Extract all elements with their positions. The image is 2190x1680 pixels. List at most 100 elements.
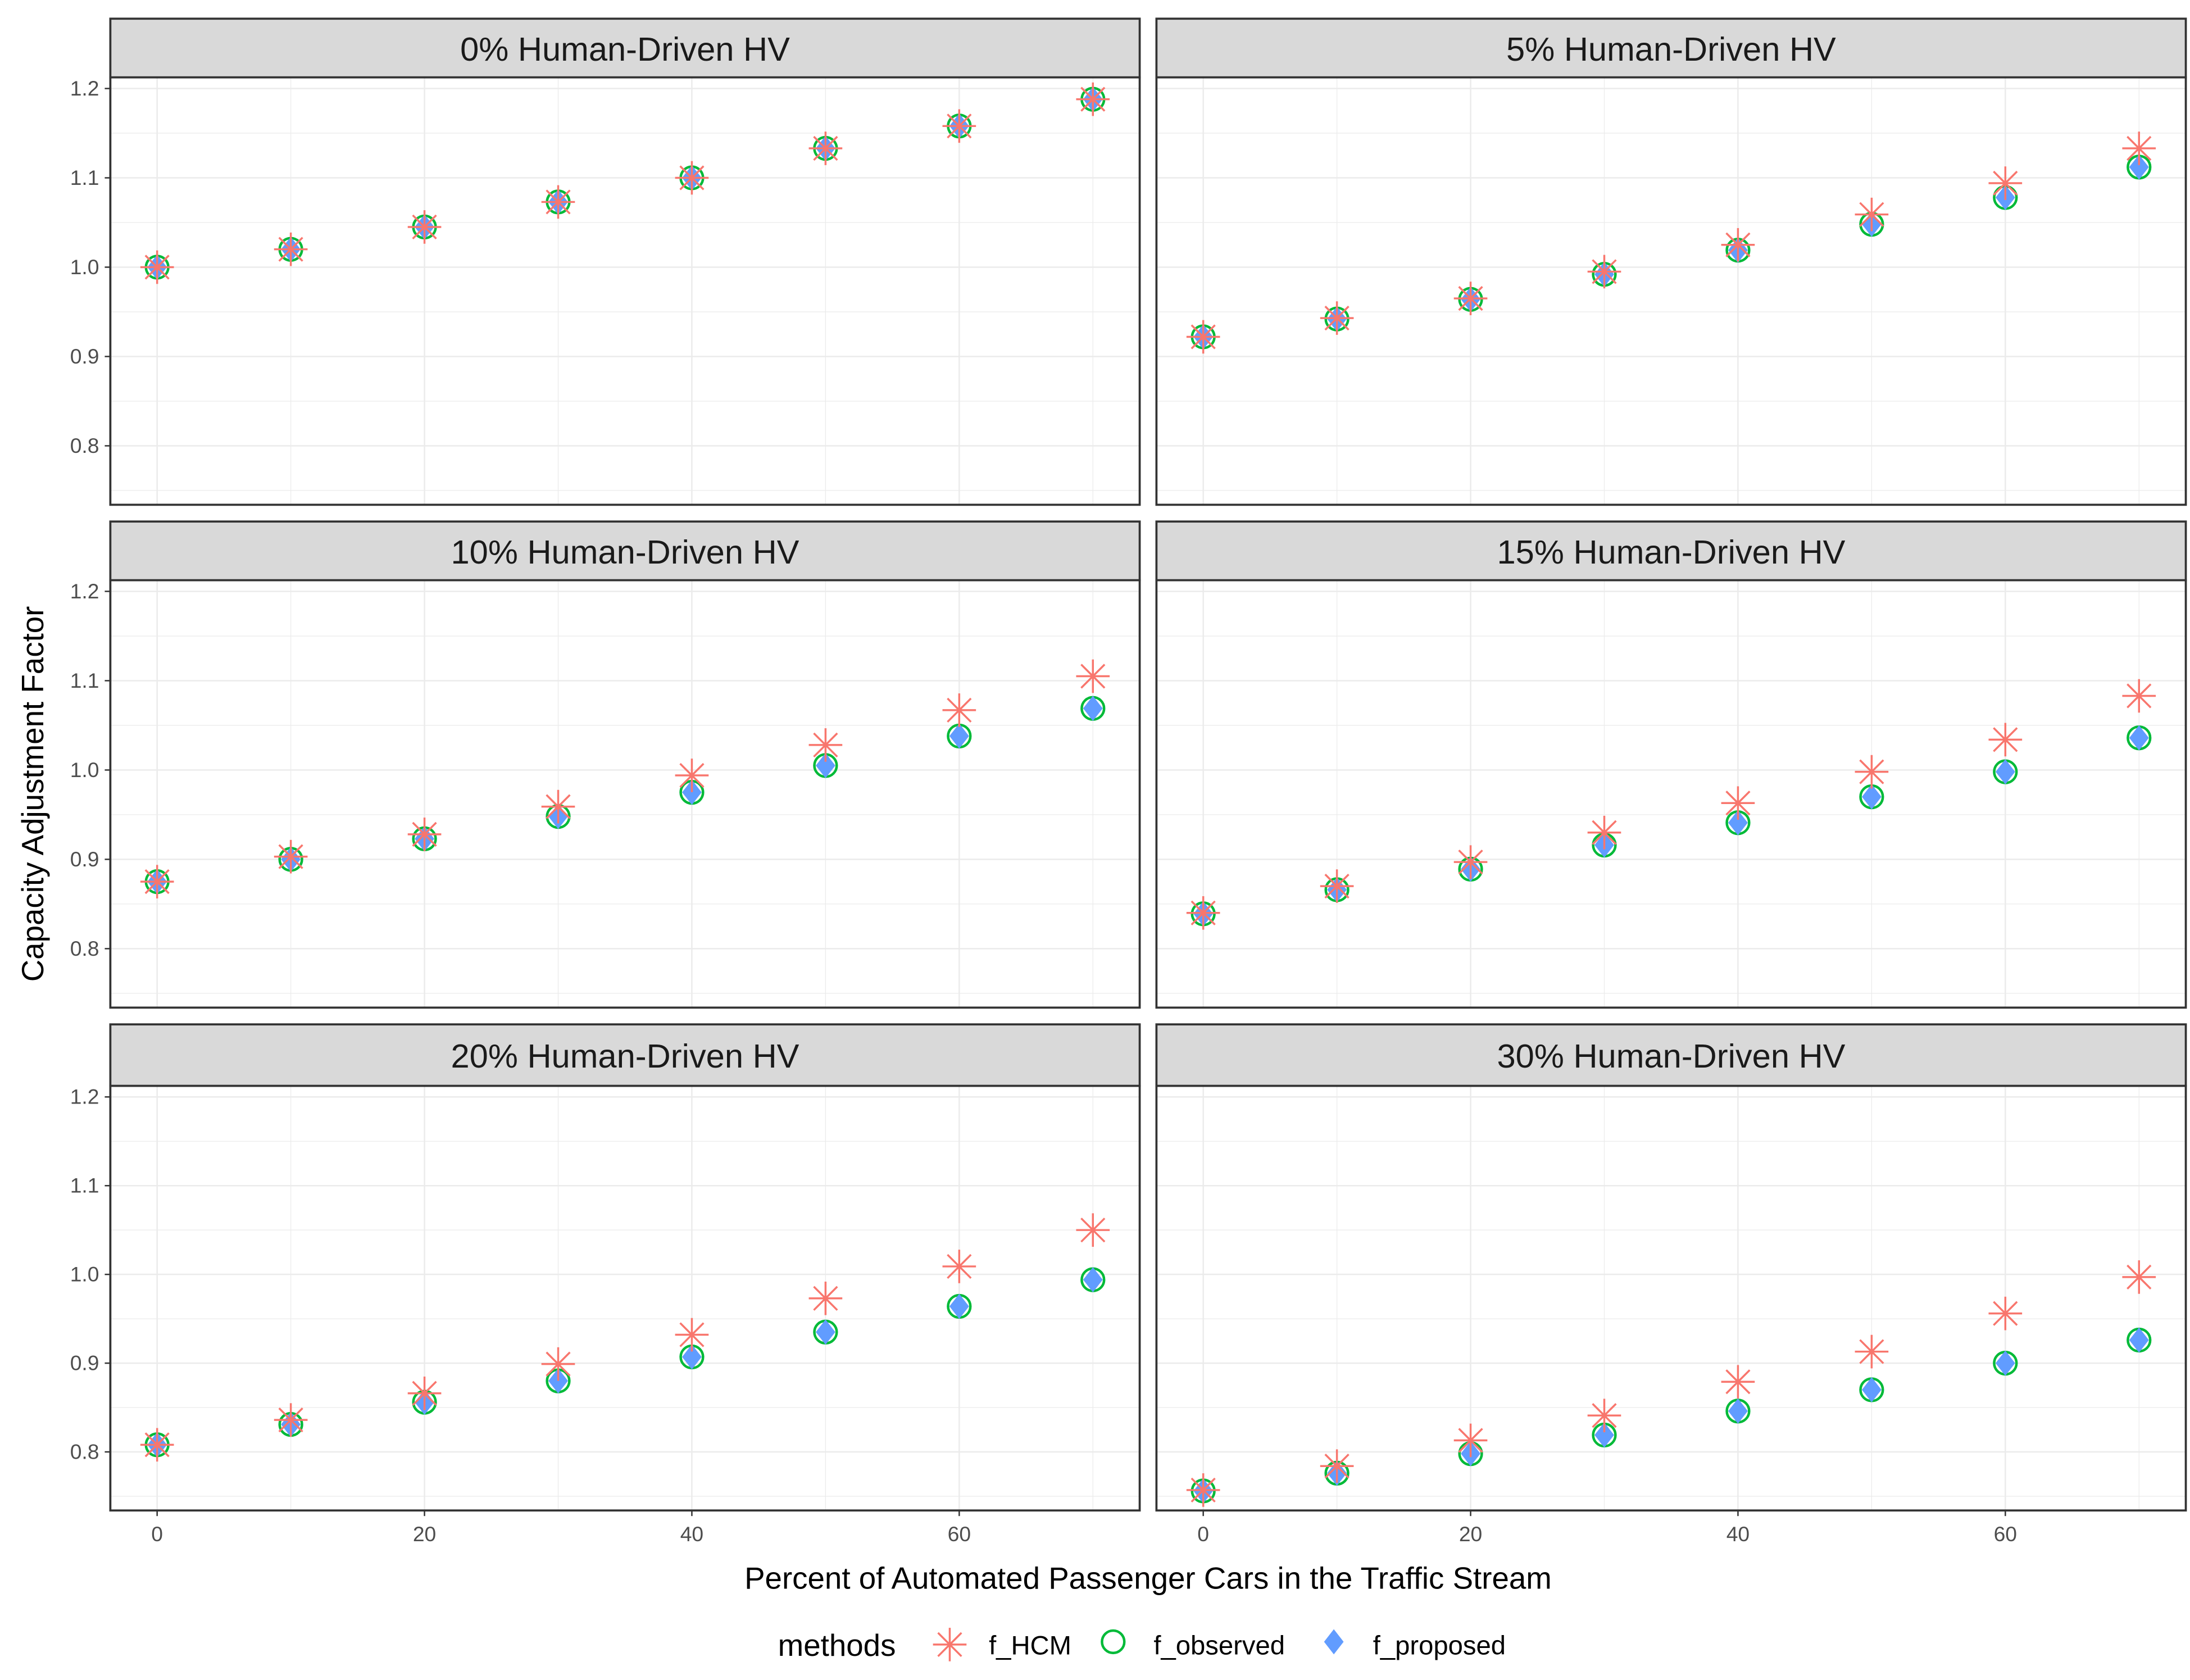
point-f-hcm bbox=[1988, 166, 2023, 200]
facet-strip-title: 5% Human-Driven HV bbox=[1506, 30, 1836, 68]
y-tick-label: 1.0 bbox=[70, 255, 99, 279]
point-f-hcm bbox=[1076, 82, 1110, 116]
asterisk-stroke bbox=[1993, 727, 2018, 752]
y-tick-label: 1.2 bbox=[70, 1085, 99, 1109]
asterisk-stroke bbox=[679, 165, 705, 190]
point-f-hcm bbox=[675, 1318, 709, 1352]
panel-background bbox=[110, 580, 1140, 1008]
point-f-hcm bbox=[1320, 301, 1354, 335]
point-f-proposed bbox=[2129, 1327, 2149, 1353]
point-f-hcm bbox=[2122, 679, 2156, 713]
y-tick-label: 0.8 bbox=[70, 1440, 99, 1463]
point-f-hcm bbox=[407, 1376, 442, 1410]
point-f-hcm bbox=[140, 865, 174, 898]
x-tick-label: 60 bbox=[948, 1522, 971, 1546]
point-f-hcm bbox=[942, 109, 976, 143]
x-tick-label: 0 bbox=[1197, 1522, 1209, 1546]
point-f-hcm bbox=[808, 1281, 843, 1315]
asterisk-stroke bbox=[1993, 1301, 2018, 1326]
legend-title: methods bbox=[778, 1628, 896, 1663]
point-f-hcm bbox=[808, 131, 843, 165]
asterisk-stroke bbox=[1324, 305, 1350, 331]
point-f-proposed bbox=[1995, 1350, 2015, 1376]
point-f-proposed bbox=[1861, 784, 1882, 810]
asterisk-stroke bbox=[1725, 1369, 1751, 1395]
point-f-proposed bbox=[815, 753, 835, 778]
y-tick-label: 1.1 bbox=[70, 1174, 99, 1197]
point-f-hcm bbox=[1855, 1334, 1889, 1369]
facet-strip bbox=[1155, 1023, 2187, 1087]
asterisk-stroke bbox=[813, 1286, 838, 1311]
facet-panel: 30% Human-Driven HV 0 20 40 60 bbox=[1155, 1023, 2187, 1546]
y-tick-label: 0.9 bbox=[70, 1351, 99, 1375]
legend-diamond bbox=[1324, 1629, 1344, 1655]
asterisk-stroke bbox=[2127, 135, 2152, 161]
asterisk-stroke bbox=[679, 762, 705, 788]
asterisk-stroke bbox=[1324, 1454, 1350, 1479]
point-f-hcm bbox=[1855, 755, 1889, 789]
asterisk-stroke bbox=[1080, 87, 1106, 112]
x-tick-label: 60 bbox=[1994, 1522, 2017, 1546]
point-f-hcm bbox=[1320, 869, 1354, 903]
asterisk-stroke bbox=[1191, 324, 1216, 349]
point-f-hcm bbox=[1453, 845, 1488, 879]
panel-background bbox=[110, 1086, 1140, 1511]
point-f-hcm bbox=[140, 1428, 174, 1462]
asterisk-stroke bbox=[412, 214, 437, 240]
asterisk-stroke bbox=[2127, 1264, 2152, 1290]
facet-strip-title: 0% Human-Driven HV bbox=[460, 30, 790, 68]
legend-asterisk bbox=[933, 1628, 967, 1661]
panel-background bbox=[1156, 1086, 2186, 1511]
y-tick-label: 1.2 bbox=[70, 579, 99, 603]
point-f-proposed bbox=[1594, 1422, 1614, 1448]
facet-strip-title: 30% Human-Driven HV bbox=[1497, 1037, 1845, 1075]
asterisk-stroke bbox=[1993, 170, 2018, 196]
legend-key-f-observed-icon bbox=[1101, 1629, 1126, 1655]
legend-key-f-proposed-icon bbox=[1324, 1629, 1344, 1655]
facet-strip bbox=[1155, 520, 2187, 582]
y-axis-label: Capacity Adjustment Factor bbox=[15, 606, 50, 982]
point-f-proposed bbox=[815, 1319, 835, 1345]
y-tick-label: 1.2 bbox=[70, 76, 99, 100]
point-f-proposed bbox=[1728, 810, 1748, 836]
point-f-hcm bbox=[1186, 1473, 1220, 1507]
point-f-hcm bbox=[1320, 1449, 1354, 1483]
facet-strip bbox=[109, 17, 1141, 79]
point-f-hcm bbox=[2122, 1260, 2156, 1294]
asterisk-stroke bbox=[1592, 1403, 1617, 1428]
point-f-hcm bbox=[1186, 320, 1220, 354]
asterisk-stroke bbox=[1458, 1428, 1483, 1453]
asterisk-stroke bbox=[1080, 1218, 1106, 1243]
point-f-hcm bbox=[1721, 786, 1755, 820]
point-f-hcm bbox=[1721, 228, 1755, 262]
point-f-hcm bbox=[541, 1347, 575, 1381]
facet-panel: 10% Human-Driven HV 0.8 0.9 1.0 1.1 1.2 bbox=[70, 520, 1141, 1009]
facet-strip bbox=[1155, 17, 2187, 79]
asterisk-stroke bbox=[1324, 873, 1350, 899]
facet-strip-title: 20% Human-Driven HV bbox=[451, 1037, 799, 1075]
x-axis-label: Percent of Automated Passenger Cars in t… bbox=[744, 1560, 1552, 1595]
y-tick-label: 1.1 bbox=[70, 669, 99, 692]
point-f-hcm bbox=[274, 839, 308, 874]
asterisk-stroke bbox=[546, 1351, 571, 1377]
legend-label-f-hcm: f_HCM bbox=[989, 1631, 1071, 1660]
y-tick-label: 0.9 bbox=[70, 847, 99, 871]
point-f-hcm bbox=[675, 161, 709, 195]
asterisk-stroke bbox=[1859, 202, 1884, 227]
point-f-hcm bbox=[1988, 723, 2023, 757]
point-f-hcm bbox=[1587, 1399, 1621, 1433]
asterisk-stroke bbox=[947, 1254, 972, 1279]
point-f-hcm bbox=[808, 728, 843, 762]
point-f-proposed bbox=[682, 779, 702, 805]
asterisk-stroke bbox=[1725, 791, 1751, 816]
asterisk-stroke bbox=[2127, 683, 2152, 709]
asterisk-stroke bbox=[679, 1322, 705, 1347]
point-f-hcm bbox=[1453, 1423, 1488, 1457]
asterisk-stroke bbox=[412, 1381, 437, 1406]
point-f-proposed bbox=[949, 1293, 969, 1319]
facet-strip bbox=[109, 520, 1141, 582]
point-f-hcm bbox=[274, 232, 308, 266]
legend-label-f-observed: f_observed bbox=[1153, 1631, 1285, 1660]
